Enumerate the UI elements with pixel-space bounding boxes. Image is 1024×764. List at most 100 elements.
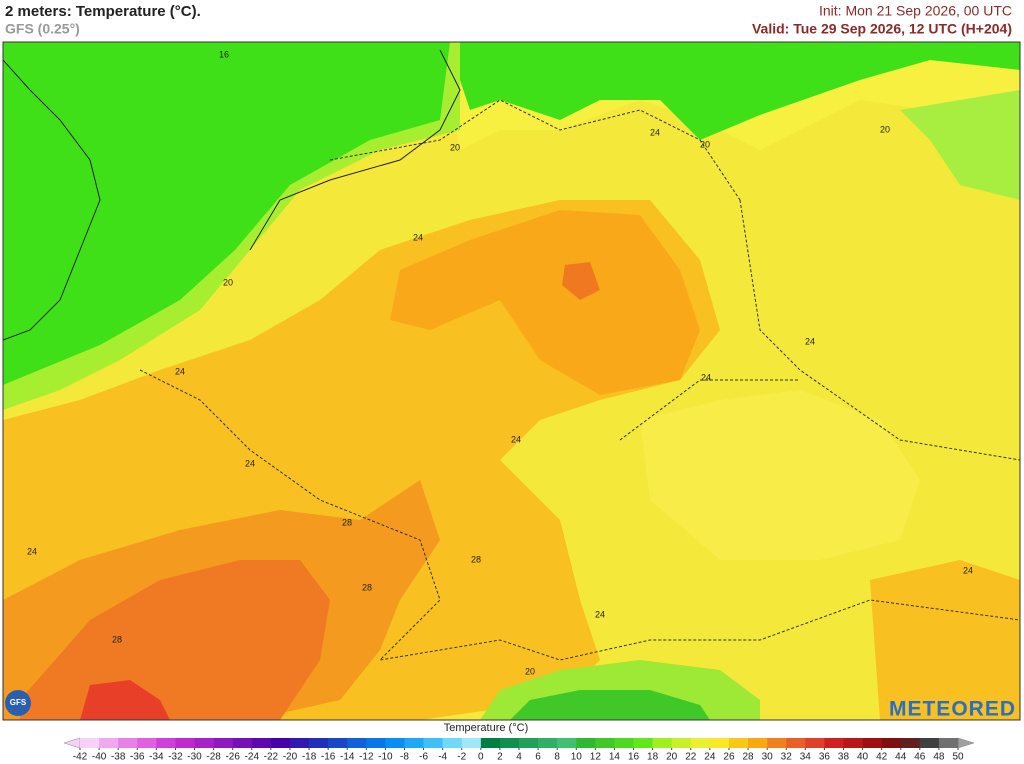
colorbar-swatch xyxy=(862,738,882,748)
colorbar-swatch xyxy=(881,738,902,748)
colorbar-tick-label: -36 xyxy=(130,752,145,763)
colorbar-tick-label: -32 xyxy=(168,752,183,763)
colorbar-tick-label: 4 xyxy=(516,752,522,763)
colorbar-swatch xyxy=(328,738,348,748)
colorbar-swatch xyxy=(99,738,119,748)
colorbar-swatch xyxy=(557,738,577,748)
colorbar: -42 -40 -38 -36 -34 -32 -30 -28 -26 -24 -22 -20 -18-… xyxy=(63,737,975,763)
colorbar-swatch xyxy=(709,738,730,748)
valid-time: Valid: Tue 29 Sep 2026, 12 UTC (H+204) xyxy=(752,21,1012,37)
colorbar-tick-label: 14 xyxy=(609,752,621,763)
colorbar-swatch xyxy=(538,738,558,748)
colorbar-tick-label: 44 xyxy=(895,752,907,763)
colorbar-swatch xyxy=(194,738,214,748)
colorbar-tick-label: -26 xyxy=(225,752,240,763)
colorbar-swatch xyxy=(805,738,825,748)
colorbar-tick-label: -2 xyxy=(457,752,466,763)
contour-label: 28 xyxy=(342,517,352,527)
contour-labels: 16 20 24 20 20 24 20 24 24 24 24 24 24 28 28 28 24 28 20 24 xyxy=(27,49,973,676)
colorbar-right-arrow xyxy=(957,737,975,749)
colorbar-tick-label: 46 xyxy=(914,752,926,763)
colorbar-tick-label: -6 xyxy=(419,752,428,763)
brand-logo: METEORED xyxy=(889,698,1016,721)
colorbar-tick-label: -38 xyxy=(111,752,126,763)
colorbar-tick-label: -8 xyxy=(400,752,409,763)
colorbar-tick-label: -14 xyxy=(340,752,355,763)
colorbar-tick-label: -4 xyxy=(438,752,447,763)
colorbar-swatch xyxy=(824,738,844,748)
colorbar-tick-label: 36 xyxy=(819,752,831,763)
colorbar-swatch xyxy=(671,738,692,748)
contour-label: 24 xyxy=(27,546,37,556)
colorbar-tick-label: 16 xyxy=(628,752,640,763)
colorbar-tick-label: 8 xyxy=(554,752,560,763)
colorbar-tick-label: 28 xyxy=(742,752,754,763)
colorbar-tick-label: 2 xyxy=(497,752,503,763)
colorbar-swatch xyxy=(767,738,787,748)
colorbar-swatch xyxy=(786,738,806,748)
contour-label: 24 xyxy=(650,127,660,137)
colorbar-left-arrow xyxy=(63,737,81,749)
contour-label: 24 xyxy=(413,232,423,242)
colorbar-swatch xyxy=(366,738,386,748)
colorbar-swatch xyxy=(652,738,672,748)
contour-label: 24 xyxy=(701,372,711,382)
contour-label: 28 xyxy=(362,582,372,592)
contour-label: 16 xyxy=(219,49,229,59)
colorbar-tick-label: -24 xyxy=(245,752,260,763)
colorbar-tick-label: 10 xyxy=(571,752,583,763)
contour-label: 28 xyxy=(112,634,122,644)
colorbar-swatch xyxy=(156,738,176,748)
colorbar-swatch xyxy=(404,738,424,748)
gfs-badge-text: GFS xyxy=(10,698,27,707)
colorbar-swatch xyxy=(728,738,749,748)
colorbar-tick-label: -34 xyxy=(149,752,164,763)
colorbar-tick-label: -18 xyxy=(302,752,317,763)
colorbar-swatch xyxy=(461,738,482,748)
colorbar-tick-label: -20 xyxy=(283,752,298,763)
colorbar-swatch xyxy=(614,738,634,748)
colorbar-tick-label: 50 xyxy=(952,752,964,763)
colorbar-swatch xyxy=(423,738,443,748)
colorbar-tick-label: -16 xyxy=(321,752,336,763)
gfs-badge: GFS xyxy=(5,690,31,716)
colorbar-tick-label: 6 xyxy=(535,752,541,763)
colorbar-tick-label: 26 xyxy=(723,752,735,763)
colorbar-swatch xyxy=(137,738,157,748)
colorbar-swatch xyxy=(900,738,921,748)
colorbar-tick-label: 42 xyxy=(876,752,888,763)
colorbar-swatch xyxy=(270,738,291,748)
colorbar-tick-label: -22 xyxy=(264,752,279,763)
map xyxy=(2,41,1021,721)
subtitle: GFS (0.25°) xyxy=(5,21,80,37)
colorbar-tick-label: 30 xyxy=(762,752,774,763)
colorbar-tick-label: -12 xyxy=(359,752,374,763)
colorbar-swatch xyxy=(175,738,195,748)
contour-label: 24 xyxy=(595,609,605,619)
colorbar-tick-label: 40 xyxy=(857,752,869,763)
colorbar-swatch xyxy=(213,738,233,748)
colorbar-swatch xyxy=(480,738,501,748)
contour-label: 24 xyxy=(805,336,815,346)
colorbar-tick-label: -40 xyxy=(92,752,107,763)
colorbar-swatch xyxy=(519,738,539,748)
colorbar-tick-label: -28 xyxy=(206,752,221,763)
contour-label: 24 xyxy=(175,366,185,376)
colorbar-swatch xyxy=(576,738,596,748)
colorbar-swatch xyxy=(690,738,711,748)
contour-label: 20 xyxy=(450,142,460,152)
colorbar-swatch xyxy=(118,738,138,748)
contour-label: 20 xyxy=(525,666,535,676)
colorbar-swatch xyxy=(938,738,959,748)
title: 2 meters: Temperature (°C). xyxy=(5,3,201,20)
colorbar-tick-label: 18 xyxy=(647,752,659,763)
colorbar-swatch xyxy=(843,738,863,748)
colorbar-swatch xyxy=(347,738,367,748)
colorbar-tick-label: -10 xyxy=(378,752,393,763)
colorbar-tick-label: 12 xyxy=(590,752,602,763)
colorbar-tick-label: 24 xyxy=(704,752,716,763)
colorbar-swatch xyxy=(633,738,653,748)
colorbar-swatch xyxy=(748,738,768,748)
colorbar-tick-label: -30 xyxy=(187,752,202,763)
colorbar-swatch xyxy=(442,738,463,748)
